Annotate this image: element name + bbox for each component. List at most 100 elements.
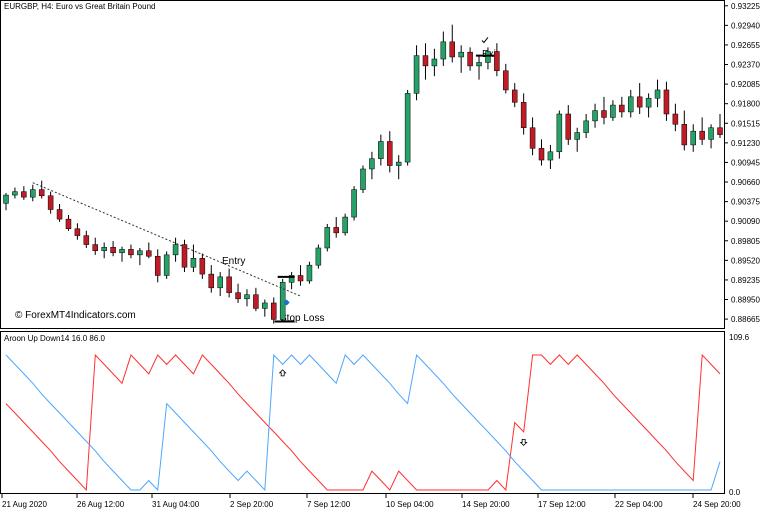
price-tick-label: 0.88950 xyxy=(731,296,760,305)
exit-check-icon xyxy=(481,37,489,44)
candle-body xyxy=(387,141,393,166)
candle-body xyxy=(128,249,134,256)
candle-body xyxy=(208,273,215,289)
candle-body xyxy=(511,89,518,103)
candle-body xyxy=(279,282,286,320)
price-tick-label: 0.92940 xyxy=(731,21,760,30)
candle-body xyxy=(360,168,366,190)
candle-body xyxy=(297,275,304,282)
candle-body xyxy=(574,132,580,140)
candle-body xyxy=(65,218,72,229)
price-tick-label: 0.89235 xyxy=(731,276,760,285)
candle-body xyxy=(137,250,143,256)
price-tick-label: 0.90090 xyxy=(731,217,760,226)
candle-body xyxy=(92,244,98,251)
time-tick-label: 10 Sep 04:00 xyxy=(386,500,434,509)
candle-body xyxy=(619,104,625,113)
price-tick-label: 0.91230 xyxy=(731,139,760,148)
indicator-min-label: 0.0 xyxy=(729,488,741,497)
candle-body xyxy=(101,247,107,251)
candle-body xyxy=(699,130,705,140)
price-tick-label: 0.90945 xyxy=(731,158,760,167)
price-tick-label: 0.93225 xyxy=(731,2,760,11)
main-chart-frame xyxy=(0,0,725,329)
candle-body xyxy=(645,97,652,108)
candle-body xyxy=(146,250,152,257)
time-tick-label: 14 Sep 20:00 xyxy=(462,500,510,509)
time-tick-label: 21 Aug 2020 xyxy=(2,500,47,509)
time-tick-label: 26 Aug 12:00 xyxy=(77,500,125,509)
candle-body xyxy=(458,51,464,58)
candle-body xyxy=(306,264,313,282)
trend-line xyxy=(32,182,301,297)
candle-body xyxy=(38,189,45,197)
candle-body xyxy=(21,191,27,198)
candle-body xyxy=(628,96,634,113)
price-tick-label: 0.92085 xyxy=(731,80,760,89)
candle-body xyxy=(422,55,429,67)
candle-body xyxy=(494,51,500,71)
candle-body xyxy=(636,96,643,108)
candle-body xyxy=(226,276,232,293)
indicator-max-label: 109.6 xyxy=(729,333,750,342)
candle-body xyxy=(235,292,241,300)
time-axis: 21 Aug 2020 26 Aug 12:00 31 Aug 04:00 2 Sep… xyxy=(1,494,741,509)
candle-body xyxy=(476,62,482,67)
arrow-up-icon xyxy=(278,369,287,377)
candle-body xyxy=(163,254,170,276)
candle-body xyxy=(681,124,688,146)
price-tick-label: 0.90660 xyxy=(731,178,760,187)
price-tick-label: 0.91800 xyxy=(731,100,760,109)
time-tick-label: 31 Aug 04:00 xyxy=(152,500,200,509)
candle-body xyxy=(253,294,259,309)
candle-body xyxy=(244,294,250,300)
stop-loss-label: Stop Loss xyxy=(280,313,324,324)
candle-body xyxy=(690,130,696,146)
time-tick-label: 17 Sep 12:00 xyxy=(538,500,586,509)
candle-body xyxy=(583,120,589,133)
candle-body xyxy=(538,148,545,161)
candle-body xyxy=(83,235,90,245)
price-tick-label: 0.91515 xyxy=(731,119,760,128)
time-tick-label: 22 Sep 04:00 xyxy=(615,500,663,509)
entry-label: Entry xyxy=(222,256,245,267)
candle-body xyxy=(565,113,572,140)
candle-body xyxy=(324,227,331,249)
candle-body xyxy=(547,151,554,161)
candle-body xyxy=(520,102,527,128)
aroon-lines xyxy=(5,353,721,492)
time-tick-label: 24 Sep 20:00 xyxy=(693,500,741,509)
candle-body xyxy=(181,244,188,268)
candle-body xyxy=(610,104,616,118)
candle-body xyxy=(672,113,679,125)
price-tick-label: 0.88665 xyxy=(731,315,760,324)
candle-body xyxy=(47,195,54,210)
candle-body xyxy=(467,51,473,67)
candle-body xyxy=(404,93,411,163)
candle-body xyxy=(199,258,206,275)
price-tick-label: 0.89805 xyxy=(731,237,760,246)
time-tick-label: 7 Sep 12:00 xyxy=(307,500,351,509)
time-tick-label: 2 Sep 20:00 xyxy=(230,500,274,509)
candle-body xyxy=(262,302,268,309)
candle-body xyxy=(369,158,375,170)
price-tick-label: 0.89520 xyxy=(731,256,760,265)
price-axis: 0.93225 0.92940 0.92655 0.92370 0.92085 0.918… xyxy=(724,2,760,324)
candle-body xyxy=(12,191,18,196)
candle-body xyxy=(449,41,455,58)
trade-annotations xyxy=(32,37,494,323)
arrow-down-icon xyxy=(519,438,528,446)
indicator-title: Aroon Up Down14 16.0 86.0 xyxy=(4,334,106,343)
candle-body xyxy=(601,110,607,118)
watermark: © ForexMT4Indicators.com xyxy=(15,310,136,321)
candle-body xyxy=(708,127,714,140)
candle-body xyxy=(3,194,9,204)
price-tick-label: 0.92370 xyxy=(731,61,760,70)
candle-body xyxy=(190,258,197,268)
candle-body xyxy=(395,161,402,166)
chart-title: EURGBP, H4: Euro vs Great Britain Pound xyxy=(4,2,155,11)
price-tick-label: 0.92655 xyxy=(731,41,760,50)
candle-body xyxy=(56,209,63,220)
candle-body xyxy=(74,228,81,236)
